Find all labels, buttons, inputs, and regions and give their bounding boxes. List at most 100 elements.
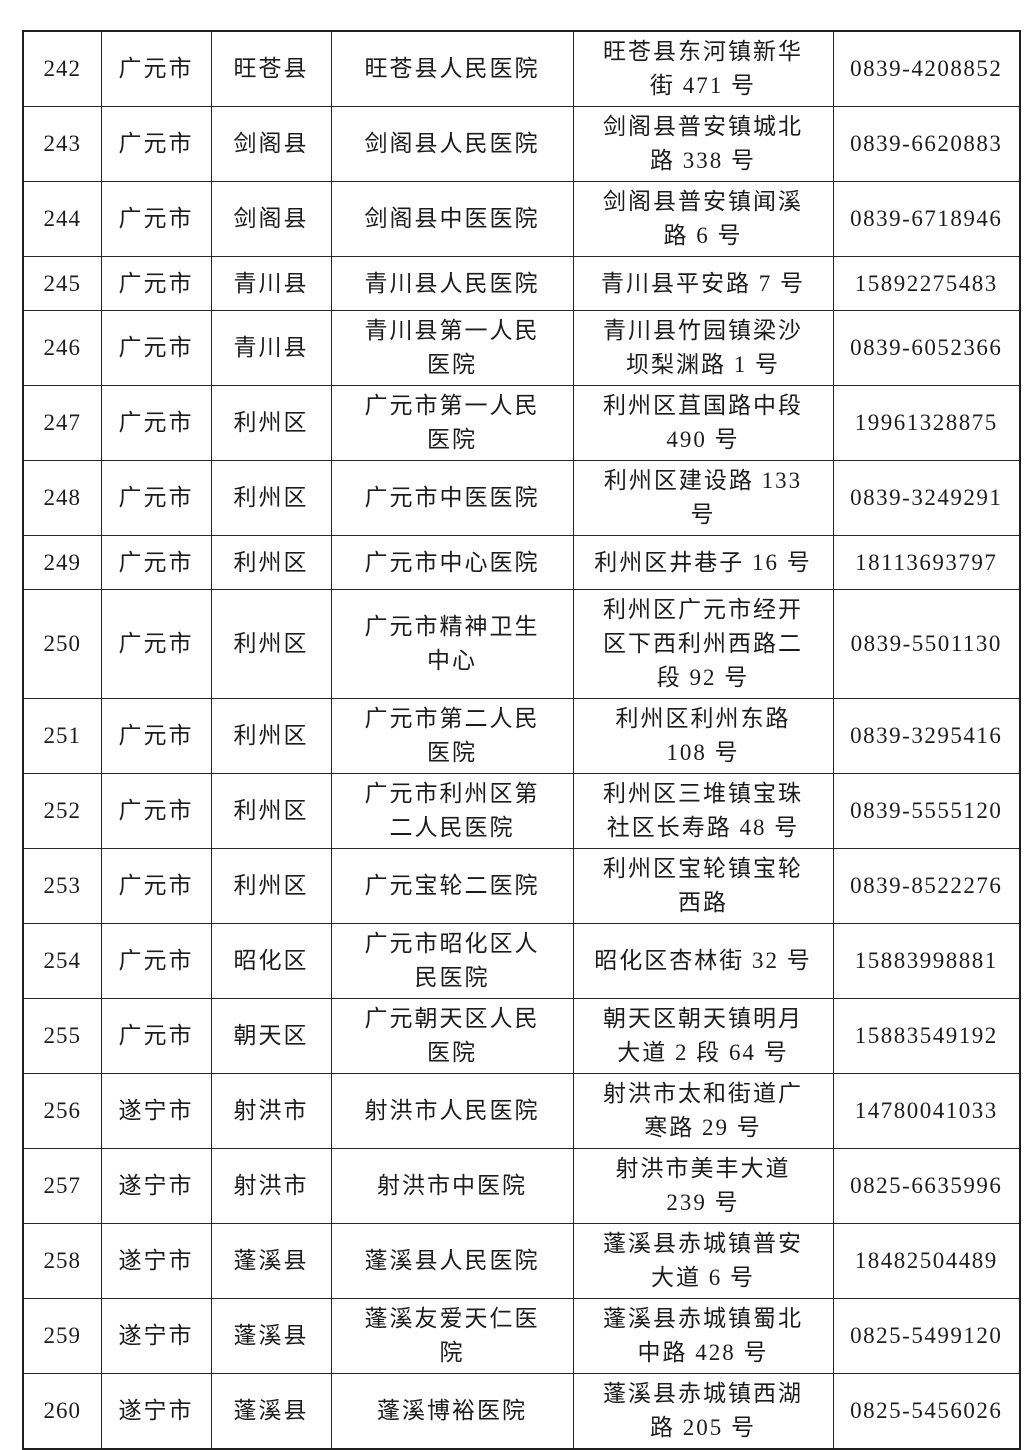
address-text: 蓬溪县赤城镇西湖路 205 号	[603, 1381, 803, 1440]
cell-phone: 0825-5499120	[832, 1298, 1021, 1374]
cell-phone: 14780041033	[832, 1073, 1021, 1149]
cell-phone: 0839-3249291	[832, 460, 1021, 536]
cell-district: 利州区	[210, 535, 332, 590]
cell-district: 利州区	[210, 589, 332, 699]
cell-hospital-name: 蓬溪县人民医院	[330, 1223, 574, 1299]
cell-city: 广元市	[100, 30, 212, 107]
cell-city: 遂宁市	[100, 1223, 212, 1299]
cell-hospital-name: 蓬溪博裕医院	[330, 1373, 574, 1450]
address-text: 利州区广元市经开区下西利州西路二段 92 号	[603, 597, 803, 690]
hospital-name-text: 剑阁县中医医院	[364, 206, 540, 231]
cell-row-number: 254	[22, 923, 102, 999]
cell-address: 射洪市美丰大道 239 号	[572, 1148, 834, 1224]
cell-address: 蓬溪县赤城镇蜀北中路 428 号	[572, 1298, 834, 1374]
cell-district: 利州区	[210, 698, 332, 774]
cell-district: 青川县	[210, 310, 332, 386]
cell-hospital-name: 广元市第一人民医院	[330, 385, 574, 461]
hospital-name-text: 射洪市人民医院	[364, 1098, 540, 1123]
address-text: 蓬溪县赤城镇普安大道 6 号	[603, 1231, 803, 1290]
cell-address: 利州区广元市经开区下西利州西路二段 92 号	[572, 589, 834, 699]
cell-row-number: 251	[22, 698, 102, 774]
cell-row-number: 249	[22, 535, 102, 590]
table-row: 248 广元市 利州区 广元市中医医院 利州区建设路 133 号 0839-32…	[22, 460, 1021, 536]
cell-city: 广元市	[100, 698, 212, 774]
cell-phone: 15892275483	[832, 256, 1021, 311]
cell-address: 利州区利州东路 108 号	[572, 698, 834, 774]
cell-address: 利州区宝轮镇宝轮西路	[572, 848, 834, 924]
cell-address: 旺苍县东河镇新华街 471 号	[572, 30, 834, 107]
table-row: 246 广元市 青川县 青川县第一人民医院 青川县竹园镇梁沙坝梨渊路 1 号 0…	[22, 310, 1021, 386]
cell-district: 蓬溪县	[210, 1373, 332, 1450]
cell-hospital-name: 广元朝天区人民医院	[330, 998, 574, 1074]
cell-city: 广元市	[100, 998, 212, 1074]
cell-city: 广元市	[100, 460, 212, 536]
cell-city: 遂宁市	[100, 1073, 212, 1149]
cell-hospital-name: 青川县人民医院	[330, 256, 574, 311]
hospital-table: 242 广元市 旺苍县 旺苍县人民医院 旺苍县东河镇新华街 471 号 0839…	[22, 30, 1021, 1450]
cell-phone: 0839-4208852	[832, 30, 1021, 107]
cell-district: 利州区	[210, 773, 332, 849]
cell-hospital-name: 广元市中心医院	[330, 535, 574, 590]
address-text: 朝天区朝天镇明月大道 2 段 64 号	[603, 1006, 803, 1065]
address-text: 利州区苴国路中段 490 号	[603, 393, 803, 452]
table-row: 242 广元市 旺苍县 旺苍县人民医院 旺苍县东河镇新华街 471 号 0839…	[22, 30, 1021, 107]
hospital-name-text: 青川县人民医院	[364, 270, 540, 296]
cell-city: 广元市	[100, 256, 212, 311]
hospital-name-text: 剑阁县人民医院	[364, 131, 540, 156]
cell-district: 利州区	[210, 848, 332, 924]
hospital-name-text: 蓬溪县人民医院	[364, 1248, 540, 1273]
cell-phone: 15883549192	[832, 998, 1021, 1074]
cell-row-number: 258	[22, 1223, 102, 1299]
table-row: 255 广元市 朝天区 广元朝天区人民医院 朝天区朝天镇明月大道 2 段 64 …	[22, 998, 1021, 1074]
cell-address: 剑阁县普安镇闻溪路 6 号	[572, 181, 834, 257]
cell-phone: 0839-6052366	[832, 310, 1021, 386]
cell-address: 蓬溪县赤城镇西湖路 205 号	[572, 1373, 834, 1450]
address-text: 利州区利州东路 108 号	[615, 706, 791, 765]
cell-address: 蓬溪县赤城镇普安大道 6 号	[572, 1223, 834, 1299]
cell-address: 利州区井巷子 16 号	[572, 535, 834, 590]
cell-row-number: 242	[22, 30, 102, 107]
table-row: 254 广元市 昭化区 广元市昭化区人民医院 昭化区杏林街 32 号 15883…	[22, 923, 1021, 999]
cell-city: 广元市	[100, 181, 212, 257]
cell-hospital-name: 广元市中医医院	[330, 460, 574, 536]
table-row: 260 遂宁市 蓬溪县 蓬溪博裕医院 蓬溪县赤城镇西湖路 205 号 0825-…	[22, 1373, 1021, 1450]
cell-city: 广元市	[100, 589, 212, 699]
cell-row-number: 247	[22, 385, 102, 461]
cell-district: 利州区	[210, 385, 332, 461]
cell-city: 广元市	[100, 848, 212, 924]
address-text: 射洪市太和街道广寒路 29 号	[603, 1081, 803, 1140]
cell-phone: 0839-5555120	[832, 773, 1021, 849]
table-row: 251 广元市 利州区 广元市第二人民医院 利州区利州东路 108 号 0839…	[22, 698, 1021, 774]
cell-phone: 0839-8522276	[832, 848, 1021, 924]
address-text: 青川县竹园镇梁沙坝梨渊路 1 号	[603, 318, 803, 377]
cell-city: 广元市	[100, 106, 212, 182]
hospital-name-text: 广元市精神卫生中心	[364, 614, 540, 673]
cell-hospital-name: 青川县第一人民医院	[330, 310, 574, 386]
cell-city: 广元市	[100, 385, 212, 461]
table-row: 252 广元市 利州区 广元市利州区第二人民医院 利州区三堆镇宝珠社区长寿路 4…	[22, 773, 1021, 849]
cell-phone: 0839-6620883	[832, 106, 1021, 182]
cell-address: 剑阁县普安镇城北路 338 号	[572, 106, 834, 182]
hospital-name-text: 广元市昭化区人民医院	[364, 931, 540, 990]
address-text: 利州区三堆镇宝珠社区长寿路 48 号	[603, 781, 803, 840]
cell-row-number: 250	[22, 589, 102, 699]
cell-address: 昭化区杏林街 32 号	[572, 923, 834, 999]
cell-address: 射洪市太和街道广寒路 29 号	[572, 1073, 834, 1149]
cell-district: 剑阁县	[210, 181, 332, 257]
hospital-name-text: 广元市中心医院	[364, 549, 540, 575]
table-row: 257 遂宁市 射洪市 射洪市中医院 射洪市美丰大道 239 号 0825-66…	[22, 1148, 1021, 1224]
address-text: 青川县平安路 7 号	[601, 270, 805, 296]
cell-district: 利州区	[210, 460, 332, 536]
cell-district: 蓬溪县	[210, 1223, 332, 1299]
cell-hospital-name: 射洪市中医院	[330, 1148, 574, 1224]
cell-city: 遂宁市	[100, 1373, 212, 1450]
cell-hospital-name: 广元市利州区第二人民医院	[330, 773, 574, 849]
cell-district: 剑阁县	[210, 106, 332, 182]
cell-phone: 0839-5501130	[832, 589, 1021, 699]
cell-row-number: 259	[22, 1298, 102, 1374]
cell-hospital-name: 旺苍县人民医院	[330, 30, 574, 107]
table-row: 253 广元市 利州区 广元宝轮二医院 利州区宝轮镇宝轮西路 0839-8522…	[22, 848, 1021, 924]
cell-phone: 0839-3295416	[832, 698, 1021, 774]
cell-row-number: 260	[22, 1373, 102, 1450]
address-text: 蓬溪县赤城镇蜀北中路 428 号	[603, 1306, 803, 1365]
